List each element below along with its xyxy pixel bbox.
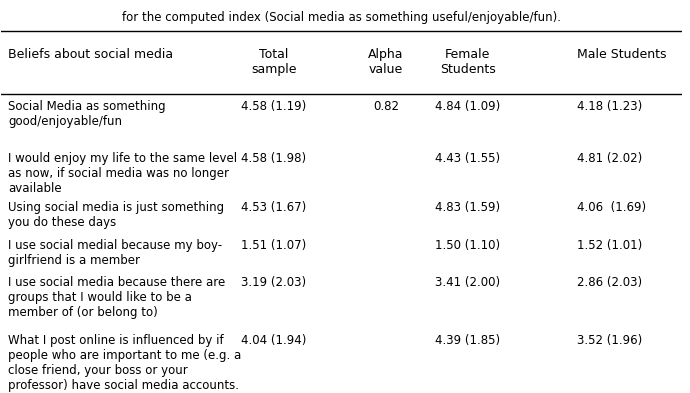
Text: Alpha
value: Alpha value [368,48,404,77]
Text: 3.41 (2.00): 3.41 (2.00) [435,276,500,289]
Text: 4.58 (1.19): 4.58 (1.19) [241,100,306,114]
Text: 4.04 (1.94): 4.04 (1.94) [241,334,306,347]
Text: I would enjoy my life to the same level
as now, if social media was no longer
av: I would enjoy my life to the same level … [8,152,237,195]
Text: 1.52 (1.01): 1.52 (1.01) [577,239,642,252]
Text: Total
sample: Total sample [251,48,297,77]
Text: 4.81 (2.02): 4.81 (2.02) [577,152,642,165]
Text: 4.43 (1.55): 4.43 (1.55) [435,152,500,165]
Text: Female
Students: Female Students [440,48,495,77]
Text: 4.83 (1.59): 4.83 (1.59) [435,201,500,214]
Text: 4.18 (1.23): 4.18 (1.23) [577,100,642,114]
Text: 3.52 (1.96): 3.52 (1.96) [577,334,642,347]
Text: Male Students: Male Students [577,48,666,61]
Text: What I post online is influenced by if
people who are important to me (e.g. a
cl: What I post online is influenced by if p… [8,334,241,392]
Text: Using social media is just something
you do these days: Using social media is just something you… [8,201,224,229]
Text: 2.86 (2.03): 2.86 (2.03) [577,276,642,289]
Text: 1.50 (1.10): 1.50 (1.10) [435,239,500,252]
Text: 4.39 (1.85): 4.39 (1.85) [435,334,500,347]
Text: 0.82: 0.82 [373,100,399,114]
Text: 4.58 (1.98): 4.58 (1.98) [241,152,306,165]
Text: 1.51 (1.07): 1.51 (1.07) [241,239,306,252]
Text: 4.06  (1.69): 4.06 (1.69) [577,201,646,214]
Text: 4.84 (1.09): 4.84 (1.09) [435,100,500,114]
Text: Beliefs about social media: Beliefs about social media [8,48,173,61]
Text: Social Media as something
good/enjoyable/fun: Social Media as something good/enjoyable… [8,100,166,129]
Text: 3.19 (2.03): 3.19 (2.03) [241,276,306,289]
Text: I use social medial because my boy-
girlfriend is a member: I use social medial because my boy- girl… [8,239,222,267]
Text: I use social media because there are
groups that I would like to be a
member of : I use social media because there are gro… [8,276,226,319]
Text: for the computed index (Social media as something useful/enjoyable/fun).: for the computed index (Social media as … [122,11,561,24]
Text: 4.53 (1.67): 4.53 (1.67) [241,201,306,214]
